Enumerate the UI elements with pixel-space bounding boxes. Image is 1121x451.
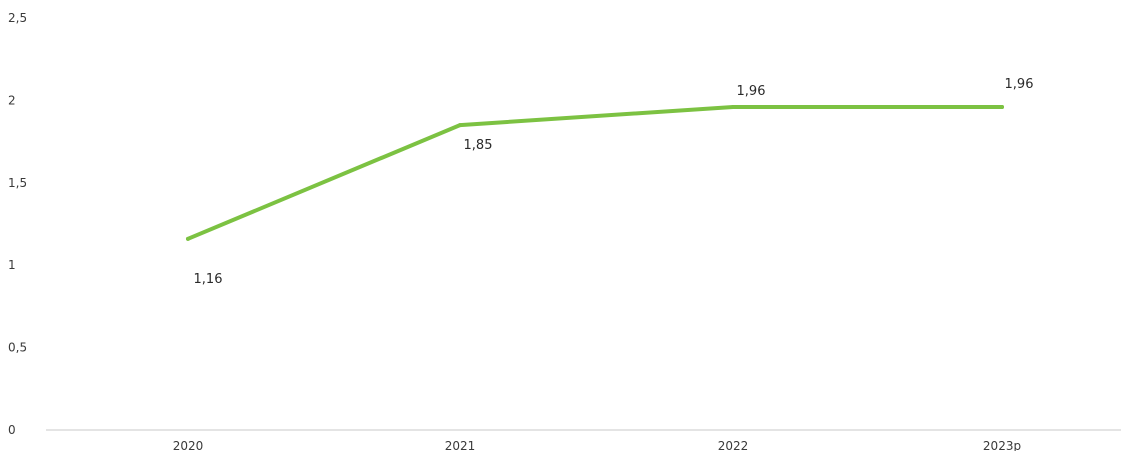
x-tick-label: 2020 [173, 439, 204, 451]
y-tick-label: 2,5 [8, 11, 27, 25]
y-axis-ticks: 0 0,5 1 1,5 2 2,5 [8, 11, 27, 437]
x-tick-label: 2022 [718, 439, 749, 451]
y-tick-label: 1 [8, 258, 16, 272]
data-point [458, 123, 462, 128]
y-tick-label: 2 [8, 93, 16, 107]
y-tick-label: 0 [8, 423, 16, 437]
data-label: 1,96 [737, 84, 766, 99]
data-points [186, 104, 1004, 241]
x-tick-label: 2023p [983, 439, 1021, 451]
y-tick-label: 1,5 [8, 176, 27, 190]
data-label: 1,16 [194, 272, 223, 287]
data-label: 1,96 [1005, 77, 1034, 92]
data-labels: 1,16 1,85 1,96 1,96 [194, 77, 1034, 287]
data-point [186, 236, 190, 241]
x-axis-ticks: 2020 2021 2022 2023p [173, 439, 1021, 451]
data-point [1000, 104, 1004, 109]
series-line [186, 104, 1004, 241]
y-tick-label: 0,5 [8, 341, 27, 355]
data-label: 1,85 [464, 138, 493, 153]
data-point [731, 104, 735, 109]
x-tick-label: 2021 [445, 439, 476, 451]
